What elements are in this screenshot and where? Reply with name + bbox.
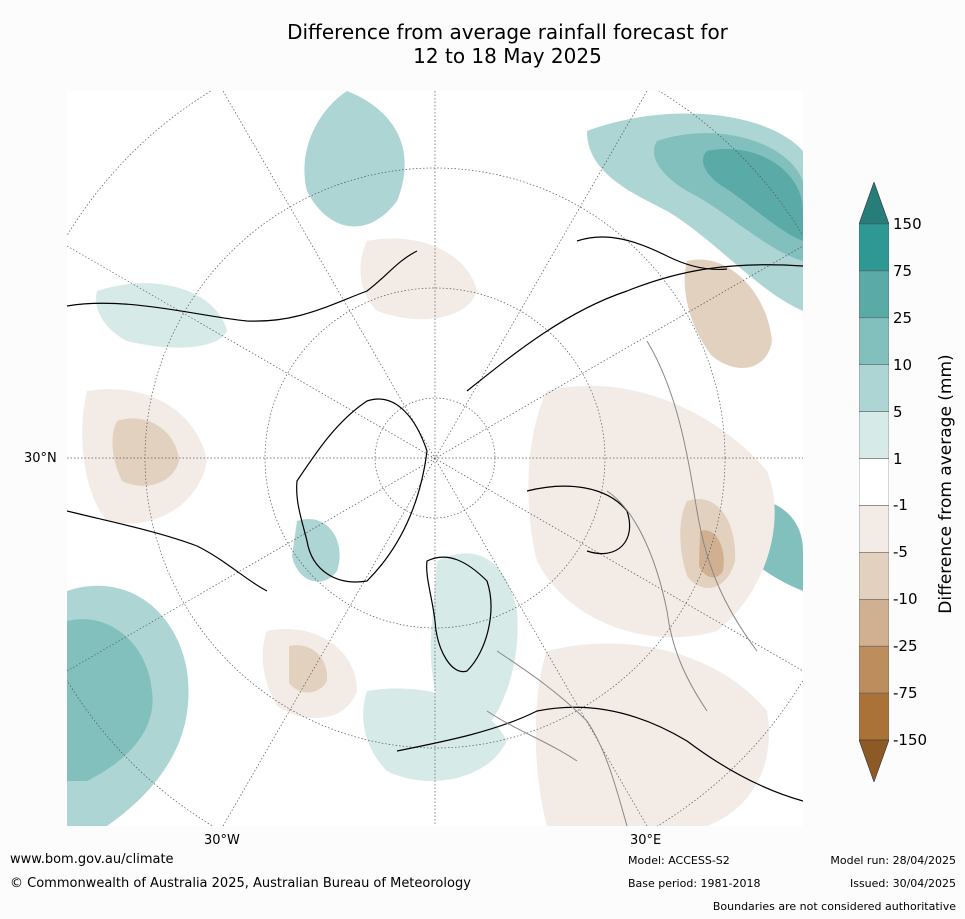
colorbar-band bbox=[858, 458, 890, 506]
legend-tick-label: 150 bbox=[893, 215, 922, 233]
map-title: Difference from average rainfall forecas… bbox=[0, 20, 965, 68]
colorbar-band bbox=[858, 270, 890, 319]
longitude-label-west: 30°W bbox=[204, 833, 240, 848]
legend-tick-label: 25 bbox=[893, 308, 913, 327]
legend-tick-label: 75 bbox=[893, 261, 913, 280]
country-borders bbox=[486, 340, 758, 826]
legend-tick-label: -150 bbox=[893, 731, 928, 749]
legend-tick-label: -25 bbox=[893, 637, 918, 656]
colorbar-top-arrow bbox=[858, 181, 890, 225]
colorbar-bands bbox=[858, 223, 890, 741]
dry-region-arctic bbox=[360, 238, 477, 320]
legend-tick-label: -1 bbox=[893, 496, 908, 515]
colorbar-band bbox=[858, 552, 890, 600]
latitude-label: 30°N bbox=[24, 451, 57, 466]
graticule bbox=[67, 91, 803, 826]
wet-region-north-atlantic-core bbox=[67, 619, 153, 781]
title-line-1: Difference from average rainfall forecas… bbox=[287, 20, 728, 44]
website-link[interactable]: www.bom.gov.au/climate bbox=[10, 852, 174, 867]
wet-region-alaska bbox=[96, 283, 228, 348]
wet-region-north-pacific bbox=[304, 91, 405, 227]
dry-region-atlantic-core bbox=[289, 645, 328, 693]
dry-region-north-america-core bbox=[112, 418, 179, 486]
longitude-label-east: 30°E bbox=[630, 833, 662, 848]
colorbar-svg bbox=[858, 181, 890, 783]
colorbar-band bbox=[858, 692, 890, 741]
legend-colorbar bbox=[858, 181, 890, 783]
issued-date: Issued: 30/04/2025 bbox=[849, 877, 956, 890]
legend-tick-label: -75 bbox=[893, 684, 918, 703]
dry-region-central-asia-core bbox=[699, 530, 724, 578]
wet-region-europe-south bbox=[363, 688, 507, 781]
colorbar-bottom-arrow bbox=[858, 739, 890, 783]
colorbar-band bbox=[858, 599, 890, 647]
rainfall-anomaly-map bbox=[67, 91, 803, 826]
colorbar-band bbox=[858, 505, 890, 553]
map-canvas bbox=[67, 91, 803, 826]
wet-region-scandinavia bbox=[430, 553, 518, 741]
legend-tick-label: -10 bbox=[893, 590, 918, 609]
legend-tick-label: 10 bbox=[893, 355, 913, 374]
colorbar-band bbox=[858, 364, 890, 412]
colorbar-band bbox=[858, 317, 890, 365]
copyright-text: © Commonwealth of Australia 2025, Austra… bbox=[10, 876, 471, 891]
legend-tick-label: 1 bbox=[893, 449, 903, 468]
legend-tick-label: -5 bbox=[893, 543, 908, 562]
model-run-date: Model run: 28/04/2025 bbox=[830, 854, 956, 867]
title-line-2: 12 to 18 May 2025 bbox=[413, 44, 602, 68]
boundaries-disclaimer: Boundaries are not considered authoritat… bbox=[712, 900, 956, 913]
dry-region-east-siberia bbox=[684, 259, 772, 368]
colorbar-band bbox=[858, 223, 890, 272]
base-period: Base period: 1981-2018 bbox=[628, 877, 761, 890]
model-name: Model: ACCESS-S2 bbox=[628, 854, 730, 867]
legend-title: Difference from average (mm) bbox=[936, 354, 956, 614]
dry-region-asia-south bbox=[535, 643, 769, 826]
colorbar-band bbox=[858, 411, 890, 459]
legend-tick-label: 5 bbox=[893, 402, 903, 421]
colorbar-band bbox=[858, 645, 890, 694]
wet-region-siberia-peak bbox=[702, 149, 803, 241]
